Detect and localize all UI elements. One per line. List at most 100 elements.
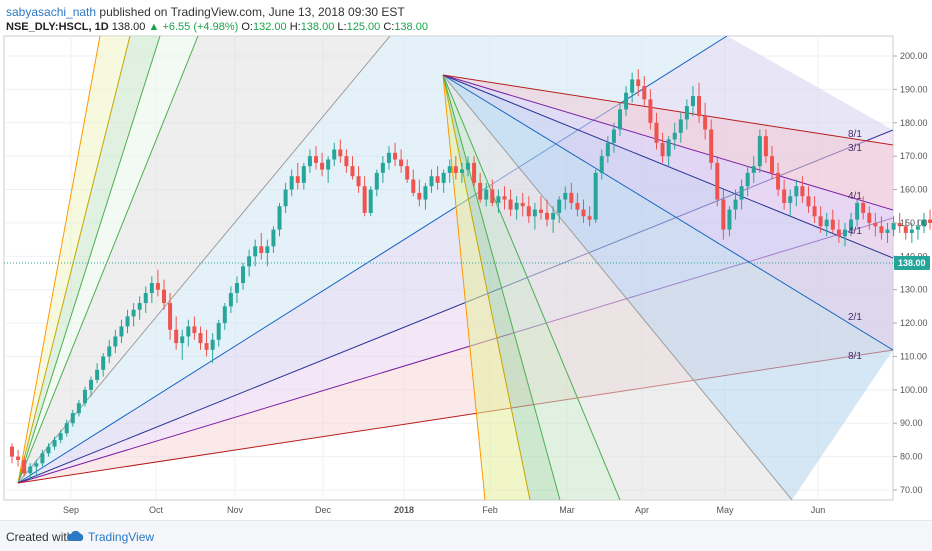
price-tag [894,255,930,270]
candle-body [928,219,932,223]
candle-body [320,162,325,170]
candle-body [16,456,21,460]
candle-body [198,333,203,344]
price-chart[interactable]: 70.00 80.00 90.00 100.00 110.00 120.00 130.00 1… [0,0,932,520]
candle-body [618,109,622,130]
x-tick-label: Feb [482,505,498,515]
fan-upper-line [442,74,793,500]
candle-body [155,283,160,290]
candle-body [338,149,343,157]
candle-body [289,176,294,190]
candle-body [569,192,574,203]
candle-body [824,219,829,227]
candle-body [697,96,702,117]
candle-body [836,229,841,237]
candle-body [380,162,385,173]
candle-body [204,343,209,350]
candle-body [545,212,550,220]
candle-body [751,166,756,173]
fan-lower-line [17,36,131,484]
candle-body [715,162,720,200]
candle-body [563,192,568,200]
candle-body [538,209,543,213]
x-tick-label: 2018 [394,505,414,515]
candle-body [903,226,908,233]
y-tick-label: 70.00 [900,485,923,495]
open-value: 132.00 [252,21,287,33]
candle-body [64,423,69,434]
candle-body [873,222,878,227]
candle-body [295,176,300,183]
y-tick-label: 190.00 [900,84,928,94]
x-tick-label: Sep [63,505,79,515]
tradingview-link[interactable]: TradingView [88,530,155,544]
y-tick-label: 90.00 [900,418,923,428]
candle-body [101,356,106,370]
candle-body [654,122,659,143]
candle-body [447,166,452,173]
candle-body [885,229,890,233]
candle-body [770,156,774,173]
candle-body [484,189,489,200]
candle-body [326,159,331,170]
candle-body [678,119,683,133]
fan-upper-band [443,75,893,500]
candle-body [423,186,428,200]
candle-body [532,209,537,217]
candle-body [222,306,227,324]
candle-body [70,413,75,424]
candle-body [95,369,100,380]
candle-body [137,303,142,310]
fan-lower-line [17,36,199,484]
y-tick-label: 80.00 [900,452,923,462]
x-tick-label: Dec [315,505,332,515]
candle-body [82,389,87,404]
candle-body [642,86,647,100]
candle-body [459,169,464,173]
low-label: L: [337,21,347,33]
y-tick-label: 150.00 [900,218,928,228]
fan-upper-line [442,74,531,500]
close-label: C: [383,21,395,33]
candle-body [849,219,854,230]
fan-ratio-label: 8/1 [848,351,862,362]
candle-body [800,186,805,197]
x-tick-label: Nov [227,505,244,515]
candle-body [399,159,404,167]
candle-body [228,293,233,307]
candle-body [393,152,398,160]
candle-body [10,446,14,457]
candle-body [405,166,410,180]
candle-body [52,439,57,447]
y-tick-label: 110.00 [900,351,927,361]
candle-body [28,466,33,474]
candle-body [830,219,835,230]
fan-upper-line [442,74,893,259]
candle-body [897,222,902,227]
candle-body [842,229,847,237]
candle-body [429,176,434,187]
up-arrow-icon: ▲ [148,21,160,33]
candle-body [350,166,355,177]
y-tick-label: 170.00 [900,151,928,161]
candle-body [113,336,118,347]
candle-body [757,136,762,167]
candle-body [192,326,197,334]
fan-lower-line [17,36,101,484]
fan-ratio-label: 4/1 [848,191,862,202]
publish-line: sabyasachi_nath published on TradingView… [6,5,405,19]
candle-body [879,226,884,233]
candle-body [915,226,920,230]
candle-body [581,209,586,217]
price-tag-label: 138.00 [898,258,926,268]
candle-body [672,132,677,140]
high-label: H: [289,21,301,33]
candle-body [307,156,312,167]
high-value: 138.00 [300,21,335,33]
author-link[interactable]: sabyasachi_nath [6,5,97,19]
candle-body [180,336,185,344]
candle-body [283,189,288,207]
candle-body [125,316,130,327]
fan-upper-line [442,74,893,146]
candle-body [332,149,337,160]
